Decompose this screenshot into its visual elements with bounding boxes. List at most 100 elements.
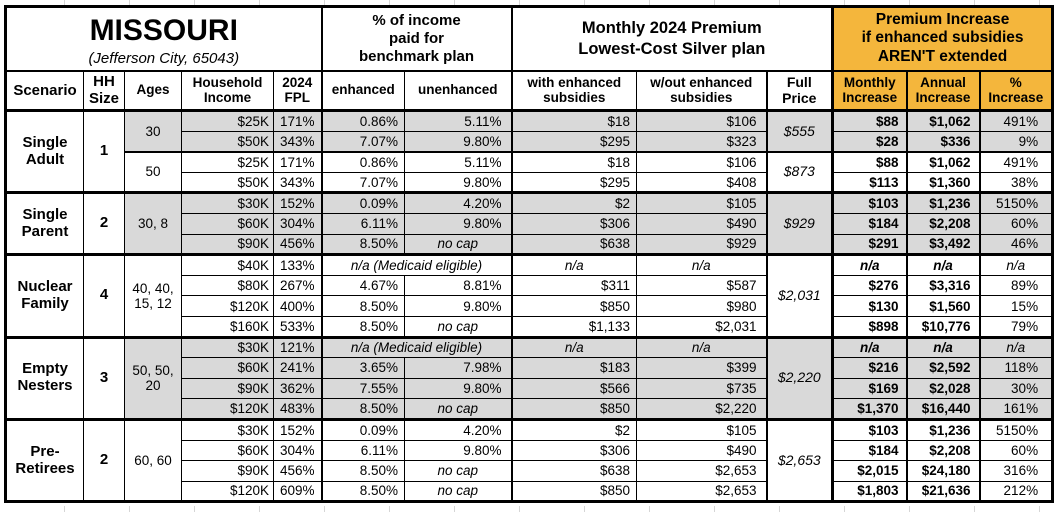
cell-annual-increase: $1,062 [905, 110, 981, 132]
header-pct-income: % of income paid for benchmark plan [320, 6, 513, 72]
cell-monthly-increase: $184 [831, 212, 908, 235]
cell-pct-increase: 60% [978, 439, 1054, 462]
cell-without-subsidies: $2,653 [636, 460, 768, 482]
cell-hh-size: 4 [83, 254, 125, 339]
cell-monthly-increase: $1,803 [831, 480, 908, 504]
cell-annual-increase: $21,636 [905, 480, 981, 504]
cell-monthly-increase: $88 [831, 151, 908, 173]
cell-monthly-increase: $1,370 [831, 398, 908, 421]
cell-without-subsidies: $399 [636, 357, 768, 379]
table-row: $50K 343% 7.07% 9.80% $295 $323 $28 $336 9% [6, 130, 1054, 153]
cell-annual-increase: $1,236 [905, 192, 981, 214]
cell-unenhanced: no cap [403, 398, 513, 421]
cell-full-price: $555 [765, 109, 834, 153]
table-row: $60K 304% 6.11% 9.80% $306 $490 $184 $2,208 60% [6, 439, 1054, 462]
cell-monthly-increase: $103 [831, 418, 908, 441]
cell-income: $30K [181, 192, 274, 214]
cell-enhanced: 6.11% [320, 212, 405, 235]
colhead-fpl: 2024 FPL [273, 70, 322, 112]
cell-unenhanced: 9.80% [403, 295, 513, 317]
cell-monthly-increase: $291 [831, 233, 908, 257]
cell-with-subsidies: n/a [510, 254, 638, 276]
colhead-pct-increase: % Increase [978, 70, 1054, 112]
cell-income: $90K [181, 233, 274, 257]
cell-unenhanced: no cap [403, 233, 513, 257]
cell-fpl: 121% [273, 336, 322, 359]
cell-unenhanced: 9.80% [403, 130, 513, 153]
table-row: $60K 241% 3.65% 7.98% $183 $399 $216 $2,592 118% [6, 357, 1054, 379]
cell-annual-increase: n/a [905, 336, 981, 359]
cell-monthly-increase: $216 [831, 357, 908, 379]
cell-pct-increase: 89% [978, 274, 1054, 297]
cell-without-subsidies: $105 [636, 418, 768, 441]
table-body: Single Adult 1 30 $25K 171% 0.86% 5.11% $18 $106… [5, 109, 1054, 504]
cell-without-subsidies: $106 [636, 110, 768, 132]
cell-pct-increase: 30% [978, 377, 1054, 400]
spreadsheet-gridlines-top [0, 0, 1054, 5]
cell-unenhanced: 4.20% [403, 418, 513, 441]
cell-enhanced: 6.11% [320, 439, 405, 462]
location-subtitle: (Jefferson City, 65043) [88, 50, 240, 68]
colhead-with-subsidies: with enhanced subsidies [510, 70, 638, 112]
cell-annual-increase: $3,316 [905, 274, 981, 297]
cell-pct-increase: n/a [978, 336, 1054, 359]
cell-annual-increase: n/a [905, 254, 981, 276]
cell-annual-increase: $2,592 [905, 357, 981, 379]
table-row: $120K 400% 8.50% 9.80% $850 $980 $130 $1,560 15% [6, 295, 1054, 317]
cell-with-subsidies: $295 [510, 171, 638, 195]
table-row: Single Parent 2 30, 8 $30K 152% 0.09% 4.20% $2 $… [5, 192, 1054, 257]
colhead-scenario: Scenario [5, 70, 84, 112]
cell-fpl: 533% [273, 315, 322, 339]
cell-unenhanced: 8.81% [403, 274, 513, 297]
cell-fpl: 304% [273, 439, 322, 462]
cell-annual-increase: $3,492 [905, 233, 981, 257]
cell-fpl: 267% [273, 274, 322, 297]
header-monthly-premium: Monthly 2024 Premium Lowest-Cost Silver … [510, 6, 834, 72]
cell-without-subsidies: $587 [636, 274, 768, 297]
cell-annual-increase: $2,208 [905, 439, 981, 462]
cell-enhanced: 0.86% [320, 110, 405, 132]
cell-enhanced: 8.50% [320, 315, 405, 339]
cell-annual-increase: $2,208 [905, 212, 981, 235]
cell-unenhanced: no cap [403, 480, 513, 504]
cell-with-subsidies: $2 [510, 418, 638, 441]
cell-enhanced: 0.09% [320, 192, 405, 214]
cell-monthly-increase: $88 [831, 110, 908, 132]
column-header-row: Scenario HH Size Ages Household Income 2… [5, 70, 1054, 112]
cell-fpl: 152% [273, 418, 322, 441]
cell-enhanced: 7.55% [320, 377, 405, 400]
cell-income: $40K [181, 254, 274, 276]
cell-scenario: Pre- Retirees [5, 418, 84, 504]
cell-income: $90K [181, 460, 274, 482]
cell-monthly-increase: n/a [831, 336, 908, 359]
cell-unenhanced: 4.20% [403, 192, 513, 214]
cell-with-subsidies: $1,133 [510, 315, 638, 339]
cell-scenario: Single Adult [5, 109, 84, 195]
cell-enhanced: 8.50% [320, 295, 405, 317]
cell-ages: 40, 40, 15, 12 [124, 254, 182, 339]
cell-monthly-increase: $898 [831, 315, 908, 339]
cell-annual-increase: $1,360 [905, 171, 981, 195]
cell-pct-increase: 316% [978, 460, 1054, 482]
cell-income: $60K [181, 357, 274, 379]
cell-without-subsidies: $490 [636, 212, 768, 235]
cell-fpl: 456% [273, 233, 322, 257]
cell-enhanced: 8.50% [320, 398, 405, 421]
cell-unenhanced: 9.80% [403, 439, 513, 462]
cell-unenhanced: no cap [403, 315, 513, 339]
cell-enhanced: 7.07% [320, 130, 405, 153]
cell-pct-increase: n/a [978, 254, 1054, 276]
cell-pct-increase: 79% [978, 315, 1054, 339]
cell-enhanced: 4.67% [320, 274, 405, 297]
cell-with-subsidies: $2 [510, 192, 638, 214]
cell-ages: 60, 60 [124, 418, 182, 504]
cell-enhanced: 8.50% [320, 233, 405, 257]
cell-enhanced: 8.50% [320, 460, 405, 482]
cell-annual-increase: $1,560 [905, 295, 981, 317]
cell-without-subsidies: $490 [636, 439, 768, 462]
cell-annual-increase: $16,440 [905, 398, 981, 421]
cell-unenhanced: 9.80% [403, 171, 513, 195]
cell-without-subsidies: $735 [636, 377, 768, 400]
cell-annual-increase: $1,236 [905, 418, 981, 441]
table-row: $80K 267% 4.67% 8.81% $311 $587 $276 $3,316 89% [6, 274, 1054, 297]
